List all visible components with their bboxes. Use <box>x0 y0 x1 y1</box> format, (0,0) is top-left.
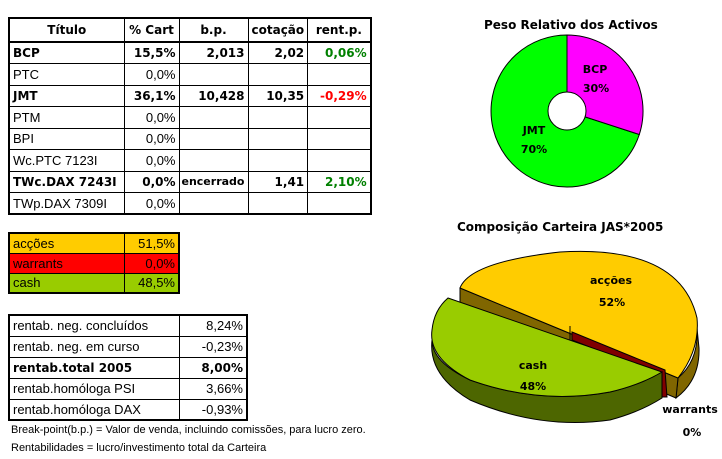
pie3d-value-accoes: 52% <box>599 296 625 309</box>
returns-row: rentab.homóloga PSI 3,66% <box>8 377 248 400</box>
returns-note: Rentabilidades = lucro/investimento tota… <box>11 442 267 454</box>
pie3d-accoes-top <box>459 250 698 379</box>
allocation-row-warrants: warrants 0,0% <box>8 252 180 274</box>
allocation-table: acções 51,5% warrants 0,0% cash 48,5% <box>8 232 180 294</box>
cell-titulo: TWc.DAX 7243I <box>8 170 125 193</box>
table-row: PTM 0,0% <box>8 106 372 129</box>
returns-row: rentab. neg. em curso -0,23% <box>8 335 248 358</box>
pie3d-label-cash: cash <box>519 359 547 372</box>
returns-value: 8,00% <box>178 356 248 379</box>
pie3d-value-cash: 48% <box>520 380 546 393</box>
pie3d-label-accoes: acções <box>590 274 632 287</box>
cell-cart: 15,5% <box>123 41 180 64</box>
cell-bp <box>178 106 249 129</box>
cell-rent: -0,29% <box>307 84 372 107</box>
header-bp: b.p. <box>178 17 249 43</box>
donut-chart-title: Peso Relativo dos Activos <box>484 18 658 32</box>
allocation-value: 51,5% <box>123 232 180 254</box>
cell-titulo: PTC <box>8 63 125 86</box>
holdings-header-row: Título % Cart b.p. cotação rent.p. <box>8 17 372 43</box>
holdings-table: Título % Cart b.p. cotação rent.p. BCP 1… <box>8 17 372 215</box>
cell-rent <box>307 106 372 129</box>
cell-cart: 36,1% <box>123 84 180 107</box>
allocation-value: 0,0% <box>123 252 180 274</box>
cell-titulo: PTM <box>8 106 125 129</box>
allocation-row-cash: cash 48,5% <box>8 272 180 294</box>
breakpoint-note: Break-point(b.p.) = Valor de venda, incl… <box>11 424 366 436</box>
cell-bp <box>178 63 249 86</box>
donut-value-jmt: 70% <box>521 143 547 156</box>
returns-label: rentab.homóloga DAX <box>8 398 180 421</box>
pie3d-label-warrants: warrants <box>662 403 718 416</box>
cell-rent <box>307 192 372 215</box>
allocation-label: cash <box>8 272 125 294</box>
table-row: PTC 0,0% <box>8 63 372 86</box>
table-row: TWp.DAX 7309I 0,0% <box>8 192 372 215</box>
donut-label-jmt: JMT <box>522 124 546 137</box>
cell-titulo: BPI <box>8 127 125 150</box>
donut-value-bcp: 30% <box>583 82 609 95</box>
allocation-row-accoes: acções 51,5% <box>8 232 180 254</box>
cell-titulo: JMT <box>8 84 125 107</box>
donut-label-bcp: BCP <box>583 63 608 76</box>
table-row: JMT 36,1% 10,428 10,35 -0,29% <box>8 84 372 107</box>
pie3d-cash-top <box>431 297 664 397</box>
returns-label: rentab. neg. em curso <box>8 335 180 358</box>
header-rent: rent.p. <box>307 17 372 43</box>
header-cotacao: cotação <box>247 17 309 43</box>
returns-row-total: rentab.total 2005 8,00% <box>8 356 248 379</box>
cell-cart: 0,0% <box>123 170 180 193</box>
header-cart: % Cart <box>123 17 180 43</box>
cell-cart: 0,0% <box>123 192 180 215</box>
cell-bp: 10,428 <box>178 84 249 107</box>
table-row: BPI 0,0% <box>8 127 372 150</box>
cell-titulo: TWp.DAX 7309I <box>8 192 125 215</box>
cell-bp <box>178 192 249 215</box>
pie3d-chart-title: Composição Carteira JAS*2005 <box>457 220 664 234</box>
pie3d-chart: acções 52% cash 48% warrants 0% <box>431 250 718 439</box>
donut-hole <box>547 91 587 131</box>
table-row: BCP 15,5% 2,013 2,02 0,06% <box>8 41 372 64</box>
cell-rent <box>307 63 372 86</box>
cell-rent: 0,06% <box>307 41 372 64</box>
cell-cart: 0,0% <box>123 63 180 86</box>
returns-label: rentab.homóloga PSI <box>8 377 180 400</box>
returns-value: -0,93% <box>178 398 248 421</box>
pie3d-value-warrants: 0% <box>683 426 702 439</box>
header-titulo: Título <box>8 17 125 43</box>
donut-chart: BCP 30% JMT 70% <box>490 34 644 188</box>
cell-bp: 2,013 <box>178 41 249 64</box>
returns-table: rentab. neg. concluídos 8,24% rentab. ne… <box>8 314 248 421</box>
cell-cotacao: 1,41 <box>247 170 309 193</box>
returns-row: rentab.homóloga DAX -0,93% <box>8 398 248 421</box>
allocation-value: 48,5% <box>123 272 180 294</box>
cell-cart: 0,0% <box>123 106 180 129</box>
